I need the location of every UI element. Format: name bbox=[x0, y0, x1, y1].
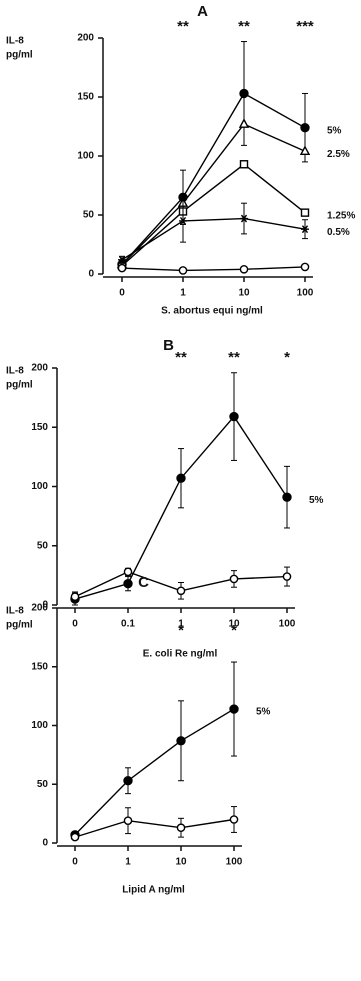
x-axis-label: Lipid A ng/ml bbox=[122, 885, 185, 896]
y-tick-label: 200 bbox=[31, 363, 48, 374]
marker bbox=[176, 473, 186, 483]
series-label: 5% bbox=[256, 707, 271, 718]
series-line bbox=[121, 266, 306, 272]
x-tick-label: 0 bbox=[72, 857, 78, 868]
x-tick-label: 1 bbox=[125, 857, 131, 868]
series-line bbox=[121, 217, 306, 261]
marker bbox=[229, 574, 239, 584]
marker bbox=[282, 572, 292, 581]
marker bbox=[239, 88, 249, 99]
significance: * bbox=[284, 349, 290, 366]
y-tick-label: 150 bbox=[77, 92, 94, 103]
marker bbox=[70, 832, 80, 842]
panel-label: A bbox=[197, 3, 208, 20]
marker bbox=[300, 262, 310, 272]
y-tick-label: 50 bbox=[83, 210, 95, 221]
series-label: 5% bbox=[309, 495, 324, 506]
significance: * bbox=[231, 622, 237, 639]
y-tick-label: 50 bbox=[37, 540, 49, 551]
marker bbox=[301, 225, 309, 234]
marker bbox=[117, 263, 127, 273]
series-label: 0.5% bbox=[327, 227, 350, 238]
x-tick-label: 0 bbox=[119, 288, 125, 299]
marker bbox=[123, 567, 133, 577]
y-tick-label: 50 bbox=[37, 779, 49, 790]
y-axis-label: IL-8 bbox=[6, 36, 24, 47]
x-tick-label: 100 bbox=[226, 857, 243, 868]
x-tick-label: 0 bbox=[72, 619, 78, 630]
x-tick-label: 1 bbox=[180, 288, 186, 299]
y-tick-label: 150 bbox=[31, 422, 48, 433]
marker bbox=[123, 578, 133, 589]
marker bbox=[123, 816, 133, 825]
marker bbox=[239, 160, 249, 169]
y-tick-label: 100 bbox=[31, 720, 48, 731]
y-tick-label: 200 bbox=[77, 33, 94, 44]
marker bbox=[123, 776, 133, 786]
marker bbox=[238, 118, 250, 128]
marker bbox=[300, 122, 310, 133]
y-axis-label: pg/ml bbox=[6, 380, 33, 391]
significance: *** bbox=[296, 18, 314, 35]
marker bbox=[239, 264, 249, 274]
marker bbox=[229, 704, 239, 714]
series-label: 2.5% bbox=[327, 149, 350, 160]
x-tick-label: 10 bbox=[175, 857, 187, 868]
marker bbox=[229, 411, 239, 422]
y-tick-label: 150 bbox=[31, 661, 48, 672]
x-tick-label: 100 bbox=[297, 288, 314, 299]
panel-label: B bbox=[163, 337, 174, 354]
x-axis-label: E. coli Re ng/ml bbox=[143, 649, 218, 660]
y-tick-label: 100 bbox=[31, 481, 48, 492]
y-axis-label: IL-8 bbox=[6, 366, 24, 377]
series-line bbox=[121, 163, 306, 267]
marker bbox=[176, 823, 186, 833]
significance: ** bbox=[228, 349, 240, 366]
marker bbox=[300, 208, 310, 217]
marker bbox=[282, 492, 292, 502]
marker bbox=[70, 592, 80, 602]
x-tick-label: 1 bbox=[178, 619, 184, 630]
x-tick-label: 0.1 bbox=[121, 619, 135, 630]
marker bbox=[176, 586, 186, 596]
y-tick-label: 100 bbox=[77, 151, 94, 162]
x-axis-label: S. abortus equi ng/ml bbox=[161, 306, 263, 317]
series-line bbox=[74, 708, 235, 836]
marker bbox=[118, 255, 126, 264]
y-tick-label: 200 bbox=[31, 603, 48, 614]
x-tick-label: 10 bbox=[228, 619, 240, 630]
y-tick-label: 0 bbox=[42, 838, 48, 849]
panel-label: C bbox=[138, 574, 149, 591]
marker bbox=[229, 815, 239, 824]
marker bbox=[176, 736, 186, 746]
series-line bbox=[74, 818, 235, 838]
significance: * bbox=[178, 622, 184, 639]
y-axis-label: IL-8 bbox=[6, 606, 24, 617]
y-tick-label: 0 bbox=[88, 269, 94, 280]
x-tick-label: 100 bbox=[279, 619, 296, 630]
y-tick-label: 0 bbox=[42, 600, 48, 611]
y-axis-label: pg/ml bbox=[6, 620, 33, 631]
series-label: 5% bbox=[327, 125, 342, 136]
marker bbox=[299, 145, 311, 155]
marker bbox=[240, 214, 248, 223]
x-tick-label: 10 bbox=[238, 288, 250, 299]
marker bbox=[178, 266, 188, 275]
significance: ** bbox=[238, 18, 250, 35]
series-line bbox=[121, 92, 306, 266]
y-axis-label: pg/ml bbox=[6, 50, 33, 61]
significance: ** bbox=[175, 349, 187, 366]
marker bbox=[179, 216, 187, 225]
series-label: 1.25% bbox=[327, 210, 355, 221]
series-line bbox=[121, 123, 306, 266]
significance: ** bbox=[177, 18, 189, 35]
